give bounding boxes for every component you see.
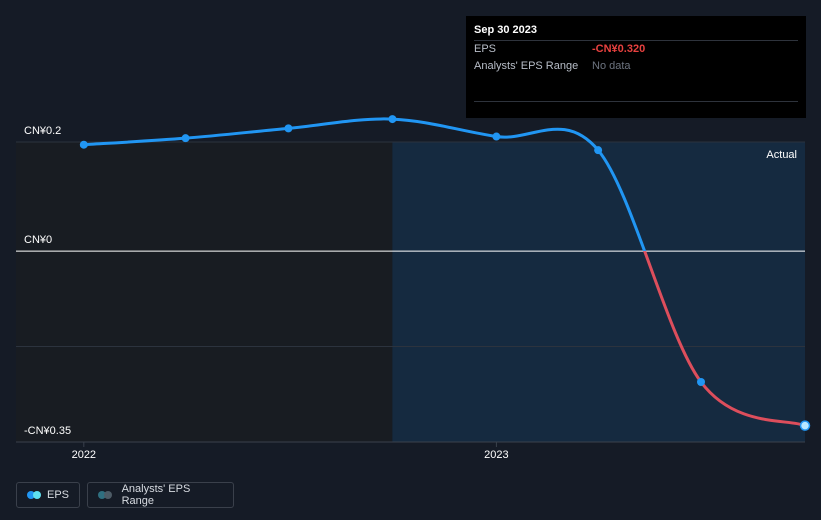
eps-points — [79, 115, 811, 431]
eps-line — [83, 117, 806, 428]
tooltip-eps-row: EPS -CN¥0.320 — [474, 40, 798, 58]
x-axis: 2022 2023 — [16, 441, 805, 461]
tooltip-date: Sep 30 2023 — [474, 24, 537, 36]
tooltip-range-label: Analysts' EPS Range — [474, 60, 579, 72]
eps-point[interactable] — [181, 134, 190, 143]
legend-analysts-range[interactable]: Analysts' EPS Range — [87, 482, 234, 508]
tooltip: Sep 30 2023 EPS -CN¥0.320 Analysts' EPS … — [466, 16, 806, 118]
eps-point[interactable] — [79, 140, 88, 149]
eps-point[interactable] — [492, 132, 501, 141]
tooltip-divider — [474, 101, 798, 102]
eps-line-negative — [643, 251, 806, 428]
tooltip-eps-value: -CN¥0.320 — [592, 43, 646, 55]
tooltip-range-row: Analysts' EPS Range No data — [474, 58, 798, 75]
tooltip-eps-label: EPS — [474, 43, 497, 55]
legend-eps[interactable]: EPS — [16, 482, 80, 508]
x-tick-label: 2022 — [72, 449, 96, 461]
y-axis: CN¥0.2 CN¥0 -CN¥0.35 — [24, 125, 71, 437]
eps-point[interactable] — [388, 115, 397, 124]
eps-legend-icon — [27, 491, 41, 499]
eps-point[interactable] — [594, 146, 603, 155]
eps-line-positive — [83, 117, 647, 252]
range-legend-icon — [98, 491, 114, 499]
actual-region — [392, 142, 805, 442]
legend-range-label: Analysts' EPS Range — [121, 483, 191, 507]
y-tick-label: CN¥0.2 — [24, 125, 61, 137]
actual-label: Actual — [766, 149, 797, 161]
y-tick-label: -CN¥0.35 — [24, 425, 71, 437]
legend-eps-label: EPS — [46, 489, 69, 501]
past-region — [16, 142, 393, 442]
eps-point[interactable] — [697, 378, 706, 386]
eps-point[interactable] — [284, 124, 293, 133]
eps-point[interactable] — [799, 420, 811, 431]
tooltip-range-value: No data — [592, 60, 631, 72]
y-tick-label: CN¥0 — [24, 234, 52, 246]
x-tick-label: 2023 — [484, 449, 508, 461]
